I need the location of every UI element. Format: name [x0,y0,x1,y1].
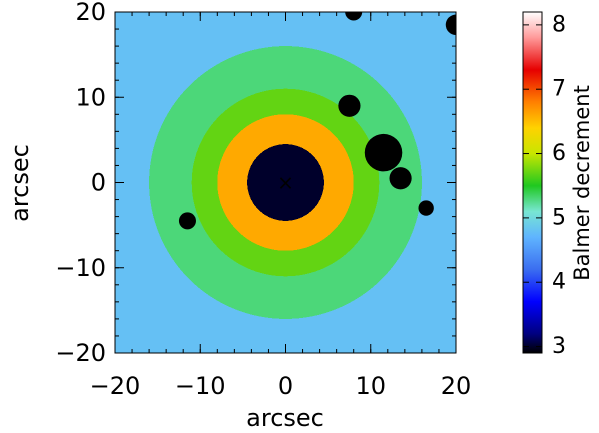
colorbar-ticks: 3 4 5 6 7 8 [523,12,566,359]
masked-region [345,12,363,21]
colorbar-tick-label: 7 [552,77,566,102]
masked-region [445,14,456,36]
y-axis-label: arcsec [6,144,34,222]
x-tick-label: −20 [90,372,141,400]
nucleus-cross-marker: × [277,171,294,195]
colorbar-tick-label: 4 [552,270,566,295]
x-axis-ticks: −20 −10 0 10 20 [90,12,472,400]
colorbar-tick-label: 8 [552,12,566,37]
masked-region [338,94,361,117]
x-tick-label: 20 [441,372,472,400]
y-tick-label: −10 [55,254,106,282]
masked-regions [178,12,456,230]
masked-region [178,212,196,230]
y-tick-label: 10 [75,83,106,111]
y-axis-ticks: −20 −10 0 10 20 [55,0,456,367]
masked-region [389,167,412,190]
x-tick-label: 0 [278,372,293,400]
y-tick-label: 0 [91,169,106,197]
colorbar [522,11,543,354]
x-tick-label: −10 [175,372,226,400]
masked-region [364,133,403,172]
x-tick-label: 10 [355,372,386,400]
colorbar-tick-label: 5 [552,205,566,230]
colorbar-tick-label: 3 [552,334,566,359]
x-axis-label: arcsec [246,404,324,432]
colorbar-tick-label: 6 [552,141,566,166]
y-tick-label: 20 [75,0,106,26]
colorbar-label: Balmer decrement [570,85,594,281]
heatmap-area [115,12,456,353]
y-tick-label: −20 [55,339,106,367]
masked-region [418,200,434,216]
